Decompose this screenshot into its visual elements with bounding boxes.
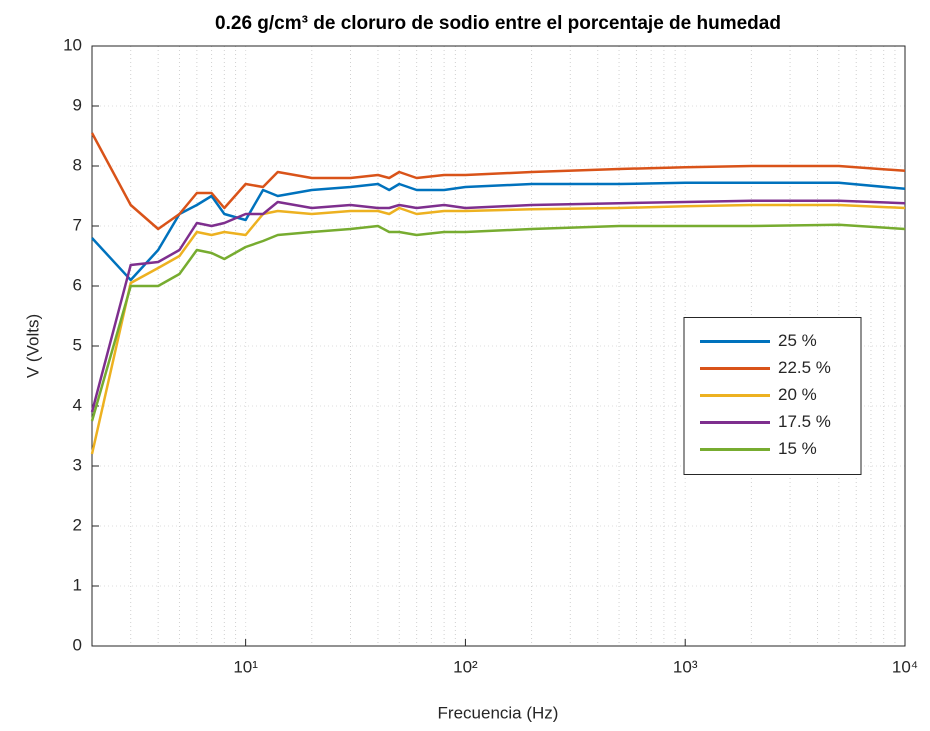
y-axis-label: V (Volts) <box>23 314 42 378</box>
data-line <box>90 132 906 231</box>
y-tick-label: 3 <box>73 455 82 474</box>
y-tick-label: 7 <box>73 215 82 234</box>
legend-label: 17.5 % <box>778 412 831 431</box>
legend-label: 22.5 % <box>778 358 831 377</box>
x-tick-label: 10⁴ <box>892 657 918 676</box>
y-tick-label: 0 <box>73 635 82 654</box>
y-tick-label: 6 <box>73 275 82 294</box>
y-tick-label: 5 <box>73 335 82 354</box>
x-tick-label: 10² <box>453 657 478 676</box>
y-tick-label: 1 <box>73 575 82 594</box>
y-tick-label: 9 <box>73 95 82 114</box>
y-tick-label: 2 <box>73 515 82 534</box>
legend: 25 % 22.5 % 20 % 17.5 % 15 % <box>683 317 862 475</box>
legend-label: 15 % <box>778 439 817 458</box>
y-tick-label: 4 <box>73 395 82 414</box>
y-tick-label: 10 <box>63 35 82 54</box>
x-axis-label: Frecuencia (Hz) <box>438 703 559 722</box>
x-tick-label: 10¹ <box>233 657 258 676</box>
legend-label: 20 % <box>778 385 817 404</box>
data-line <box>90 203 906 455</box>
data-line <box>91 181 906 282</box>
data-line <box>90 199 906 413</box>
data-line <box>90 223 906 422</box>
chart-title: 0.26 g/cm³ de cloruro de sodio entre el … <box>215 13 781 34</box>
x-tick-label: 10³ <box>673 657 698 676</box>
axes-box <box>91 45 906 647</box>
legend-label: 25 % <box>778 331 817 350</box>
y-tick-label: 8 <box>73 155 82 174</box>
